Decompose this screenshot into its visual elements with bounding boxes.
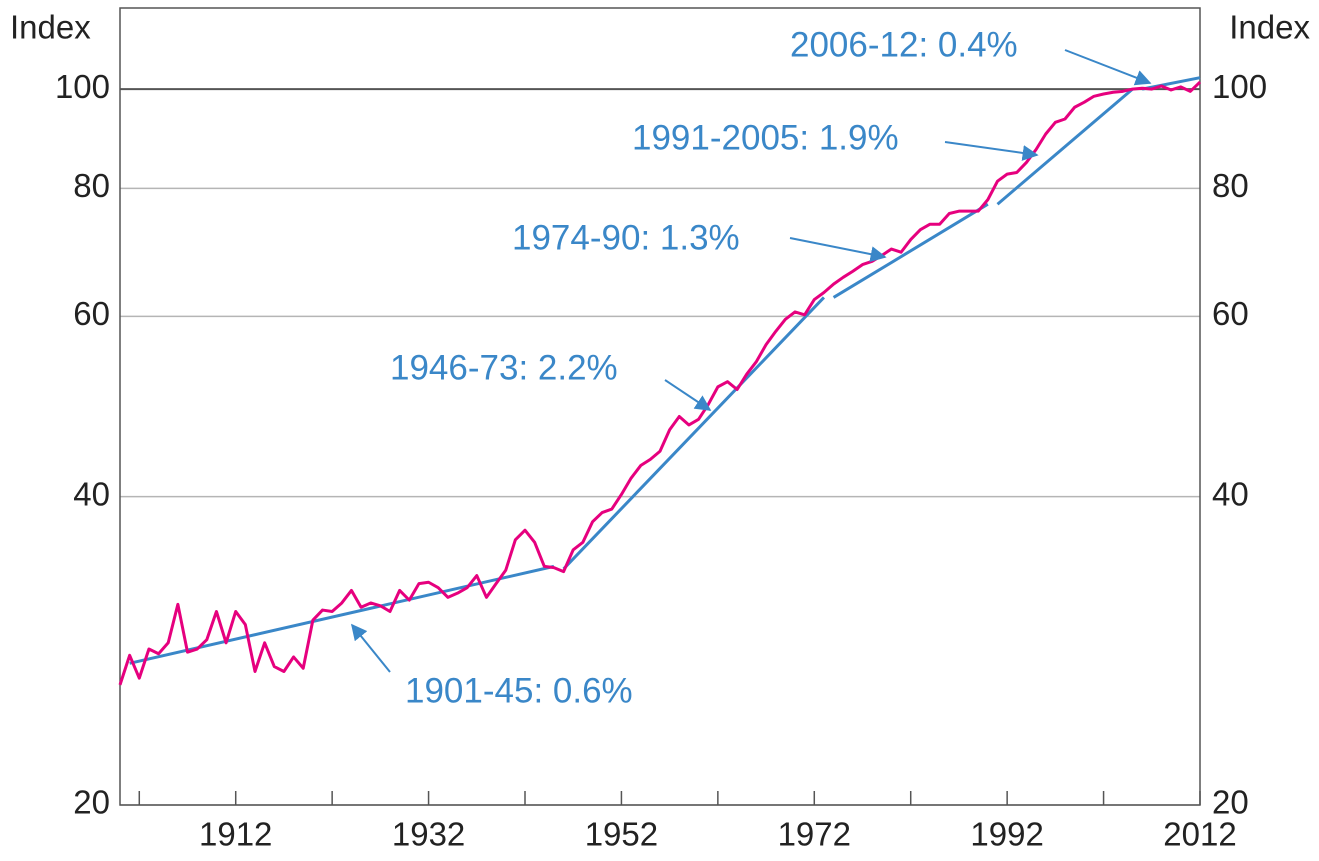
annotation: 1901-45: 0.6% bbox=[405, 671, 633, 710]
y2-tick-label: 100 bbox=[1212, 68, 1267, 105]
y-tick-label: 40 bbox=[73, 475, 110, 512]
y2-axis-label: Index bbox=[1229, 9, 1310, 46]
x-tick-label: 1992 bbox=[970, 816, 1043, 853]
y-tick-label: 60 bbox=[73, 295, 110, 332]
y2-tick-label: 40 bbox=[1212, 475, 1249, 512]
y-tick-label: 100 bbox=[55, 68, 110, 105]
annotation: 2006-12: 0.4% bbox=[790, 25, 1018, 64]
y-axis-label: Index bbox=[10, 9, 91, 46]
x-tick-label: 1952 bbox=[585, 816, 658, 853]
annotation: 1991-2005: 1.9% bbox=[632, 118, 899, 157]
annotation-arrow bbox=[789, 237, 887, 263]
annotation-arrow bbox=[1064, 49, 1152, 86]
trend-line bbox=[1141, 76, 1201, 91]
annotation: 1946-73: 2.2% bbox=[390, 348, 618, 387]
y2-tick-label: 60 bbox=[1212, 295, 1249, 332]
y-tick-label: 20 bbox=[73, 784, 110, 821]
x-tick-label: 2012 bbox=[1163, 816, 1236, 853]
annotation-arrow bbox=[664, 379, 712, 411]
plot-frame bbox=[119, 7, 1201, 806]
trend-line bbox=[996, 87, 1134, 206]
trend-line bbox=[832, 202, 989, 299]
data-line bbox=[118, 80, 1202, 686]
annotation: 1974-90: 1.3% bbox=[512, 218, 740, 257]
annotation-arrow bbox=[944, 141, 1039, 161]
y2-tick-label: 80 bbox=[1212, 167, 1249, 204]
x-tick-label: 1972 bbox=[778, 816, 851, 853]
x-tick-label: 1912 bbox=[199, 816, 272, 853]
y-tick-label: 80 bbox=[73, 167, 110, 204]
annotation-arrow bbox=[350, 623, 391, 673]
x-tick-label: 1932 bbox=[392, 816, 465, 853]
y2-tick-label: 20 bbox=[1212, 784, 1249, 821]
trend-line bbox=[562, 296, 826, 571]
